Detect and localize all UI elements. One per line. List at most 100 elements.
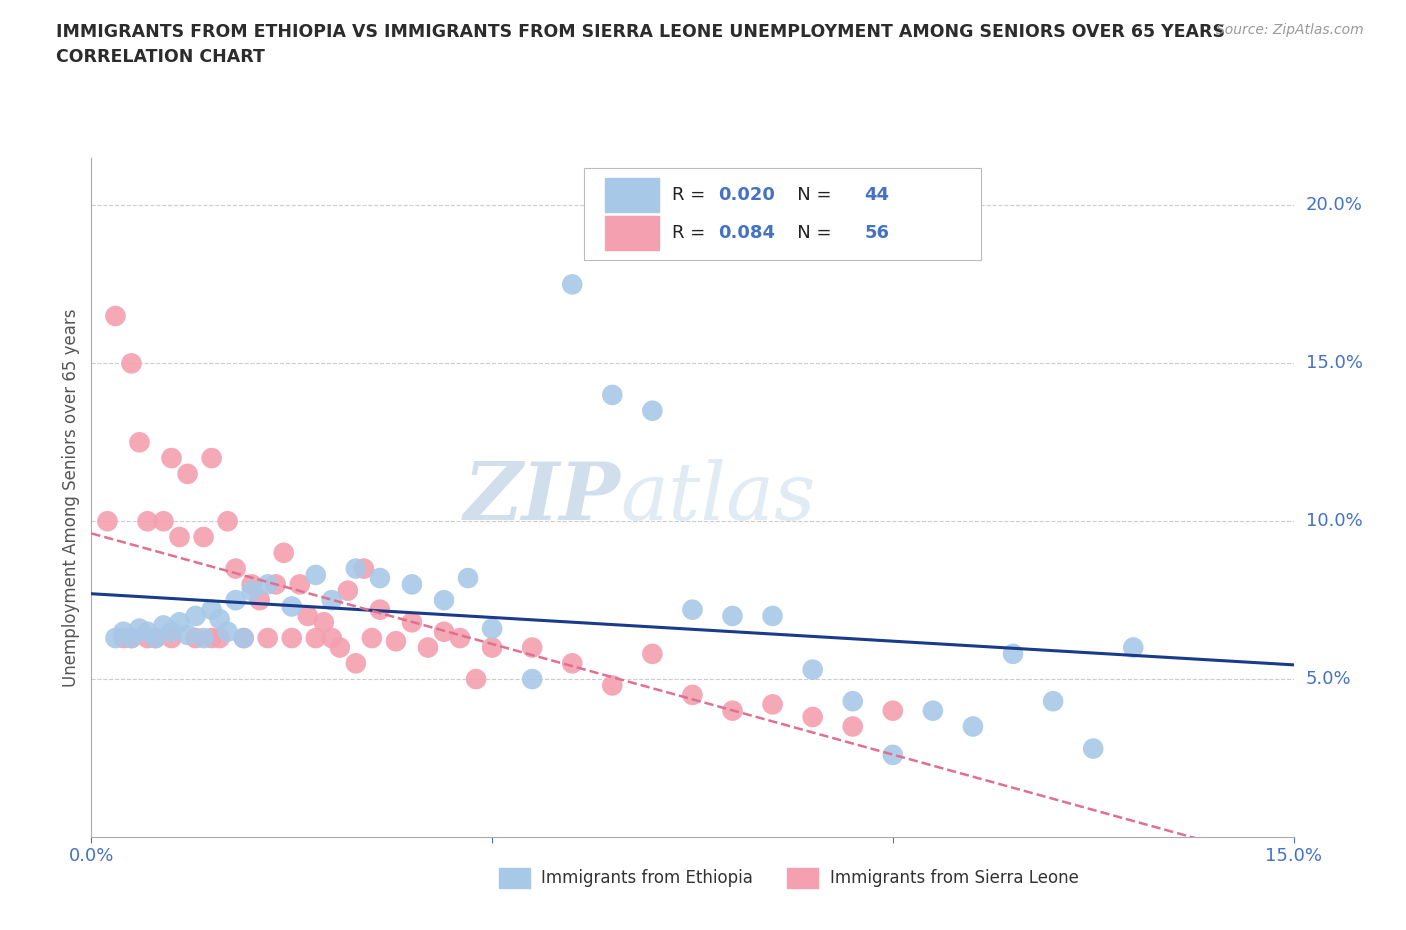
Point: [336, 583, 359, 598]
Point: [433, 592, 456, 607]
Point: [208, 612, 231, 627]
Point: [1083, 741, 1105, 756]
Point: [344, 656, 367, 671]
Point: [561, 277, 583, 292]
Point: [882, 748, 904, 763]
Text: Source: ZipAtlas.com: Source: ZipAtlas.com: [1216, 23, 1364, 37]
Point: [522, 671, 544, 686]
Point: [240, 577, 263, 591]
Point: [256, 577, 278, 591]
Point: [841, 719, 863, 734]
Point: [449, 631, 471, 645]
Text: 20.0%: 20.0%: [1306, 196, 1362, 215]
Point: [145, 631, 167, 645]
Text: R =: R =: [672, 186, 711, 205]
Point: [96, 513, 118, 528]
Point: [225, 592, 247, 607]
Point: [762, 697, 785, 711]
Point: [201, 451, 224, 466]
Point: [160, 624, 183, 639]
Point: [602, 678, 624, 693]
Point: [762, 608, 785, 623]
Point: [128, 435, 150, 450]
Point: [1042, 694, 1064, 709]
Point: [297, 608, 319, 623]
Point: [922, 703, 945, 718]
Y-axis label: Unemployment Among Seniors over 65 years: Unemployment Among Seniors over 65 years: [62, 309, 80, 686]
Point: [1122, 640, 1144, 655]
Point: [225, 561, 247, 576]
Point: [882, 703, 904, 718]
Point: [481, 621, 503, 636]
Point: [305, 567, 328, 582]
Point: [112, 624, 135, 639]
Point: [112, 631, 135, 645]
Point: [385, 633, 408, 648]
Point: [721, 703, 744, 718]
Point: [281, 599, 304, 614]
Point: [264, 577, 287, 591]
Point: [232, 631, 254, 645]
Point: [368, 571, 391, 586]
Point: [305, 631, 328, 645]
Point: [329, 640, 352, 655]
Point: [416, 640, 439, 655]
Point: [104, 631, 127, 645]
Point: [401, 577, 423, 591]
Point: [561, 656, 583, 671]
Point: [121, 631, 143, 645]
Point: [681, 687, 703, 702]
Point: [193, 631, 215, 645]
Point: [232, 631, 254, 645]
Point: [360, 631, 382, 645]
Point: [240, 583, 263, 598]
Point: [457, 571, 479, 586]
Point: [201, 603, 224, 618]
Text: 15.0%: 15.0%: [1306, 354, 1362, 372]
Point: [217, 624, 239, 639]
Text: 0.020: 0.020: [717, 186, 775, 205]
Point: [121, 356, 143, 371]
Text: R =: R =: [672, 224, 711, 242]
Point: [602, 388, 624, 403]
Point: [312, 615, 335, 630]
Point: [184, 608, 207, 623]
Point: [160, 631, 183, 645]
Point: [321, 631, 343, 645]
Text: CORRELATION CHART: CORRELATION CHART: [56, 48, 266, 66]
Point: [193, 529, 215, 544]
Point: [841, 694, 863, 709]
Point: [169, 529, 191, 544]
Point: [201, 631, 224, 645]
Text: IMMIGRANTS FROM ETHIOPIA VS IMMIGRANTS FROM SIERRA LEONE UNEMPLOYMENT AMONG SENI: IMMIGRANTS FROM ETHIOPIA VS IMMIGRANTS F…: [56, 23, 1225, 41]
Point: [281, 631, 304, 645]
Point: [169, 615, 191, 630]
Point: [136, 624, 159, 639]
Point: [184, 631, 207, 645]
Point: [273, 545, 295, 560]
Point: [256, 631, 278, 645]
Point: [249, 592, 271, 607]
Point: [353, 561, 375, 576]
Point: [136, 631, 159, 645]
Point: [176, 467, 198, 482]
Point: [641, 404, 664, 418]
Text: atlas: atlas: [620, 458, 815, 537]
Text: N =: N =: [780, 186, 838, 205]
Text: N =: N =: [780, 224, 838, 242]
Text: Immigrants from Ethiopia: Immigrants from Ethiopia: [541, 869, 754, 887]
Point: [481, 640, 503, 655]
Bar: [605, 216, 659, 250]
Point: [176, 628, 198, 643]
Point: [433, 624, 456, 639]
Point: [522, 640, 544, 655]
FancyBboxPatch shape: [585, 168, 981, 260]
Point: [152, 618, 174, 633]
Point: [368, 603, 391, 618]
Point: [465, 671, 488, 686]
Bar: [605, 179, 659, 212]
Point: [721, 608, 744, 623]
Point: [962, 719, 984, 734]
Text: 5.0%: 5.0%: [1306, 671, 1351, 688]
Point: [217, 513, 239, 528]
